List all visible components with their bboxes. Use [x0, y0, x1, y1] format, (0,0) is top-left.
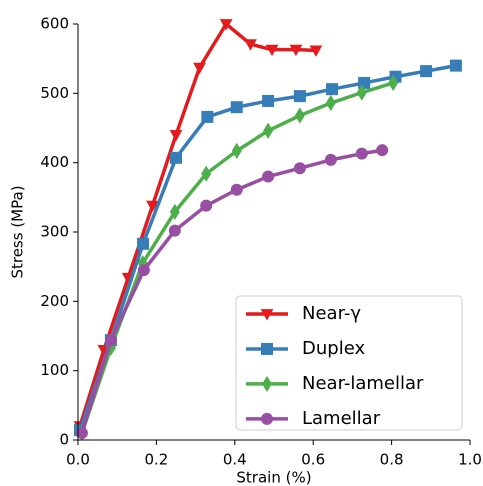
- marker: [170, 151, 182, 164]
- legend-box: [235, 295, 463, 431]
- y-tick-label: 200: [40, 292, 69, 310]
- x-tick-label: 0.6: [301, 451, 325, 469]
- marker: [388, 74, 399, 92]
- y-tick-label: 500: [40, 84, 69, 102]
- x-tick-label: 0.8: [380, 451, 404, 469]
- marker: [325, 94, 336, 112]
- marker: [309, 45, 323, 57]
- marker: [169, 203, 180, 220]
- marker: [75, 427, 88, 440]
- legend-label: Duplex: [302, 338, 365, 359]
- marker: [293, 90, 306, 103]
- marker: [137, 237, 150, 250]
- marker: [244, 39, 257, 51]
- marker: [376, 144, 389, 157]
- marker: [231, 142, 242, 159]
- marker: [293, 162, 306, 175]
- marker: [104, 334, 117, 347]
- marker: [219, 19, 233, 31]
- marker: [265, 44, 279, 57]
- marker: [201, 110, 214, 123]
- marker: [193, 62, 206, 75]
- marker: [294, 107, 305, 124]
- y-tick-label: 300: [40, 223, 69, 241]
- marker: [263, 122, 274, 139]
- legend-label: Near-γ: [302, 303, 361, 324]
- marker: [168, 224, 181, 237]
- x-axis-label: Strain (%): [236, 469, 311, 486]
- marker: [146, 200, 159, 213]
- marker: [420, 65, 433, 78]
- marker: [230, 101, 243, 114]
- marker: [200, 199, 213, 212]
- legend: Near-γ Duplex Near-lamellar Lamellar: [235, 295, 463, 431]
- marker: [358, 76, 371, 89]
- legend-label: Near-lamellar: [302, 373, 424, 394]
- marker: [326, 83, 339, 96]
- marker: [169, 130, 183, 142]
- x-tick-label: 0.2: [144, 451, 168, 469]
- legend-marker: [262, 375, 272, 393]
- legend-label: Lamellar: [302, 408, 381, 429]
- marker: [324, 153, 337, 166]
- marker: [137, 264, 150, 277]
- marker: [449, 59, 462, 72]
- y-tick-label: 400: [40, 153, 69, 171]
- legend-marker: [261, 342, 273, 355]
- marker: [355, 147, 368, 160]
- legend-marker: [260, 309, 274, 321]
- marker: [201, 165, 212, 182]
- y-tick-label: 600: [40, 15, 69, 33]
- legend-marker: [261, 412, 273, 425]
- marker: [262, 170, 275, 183]
- y-tick-label: 0: [59, 431, 69, 449]
- marker: [230, 183, 243, 196]
- y-tick-label: 100: [40, 361, 69, 379]
- y-axis-label: Stress (MPa): [9, 185, 27, 278]
- x-tick-label: 1.0: [458, 451, 482, 469]
- x-tick-label: 0.0: [66, 451, 90, 469]
- marker: [262, 94, 275, 107]
- marker: [289, 44, 303, 57]
- marker: [356, 84, 367, 101]
- x-tick-label: 0.4: [223, 451, 247, 469]
